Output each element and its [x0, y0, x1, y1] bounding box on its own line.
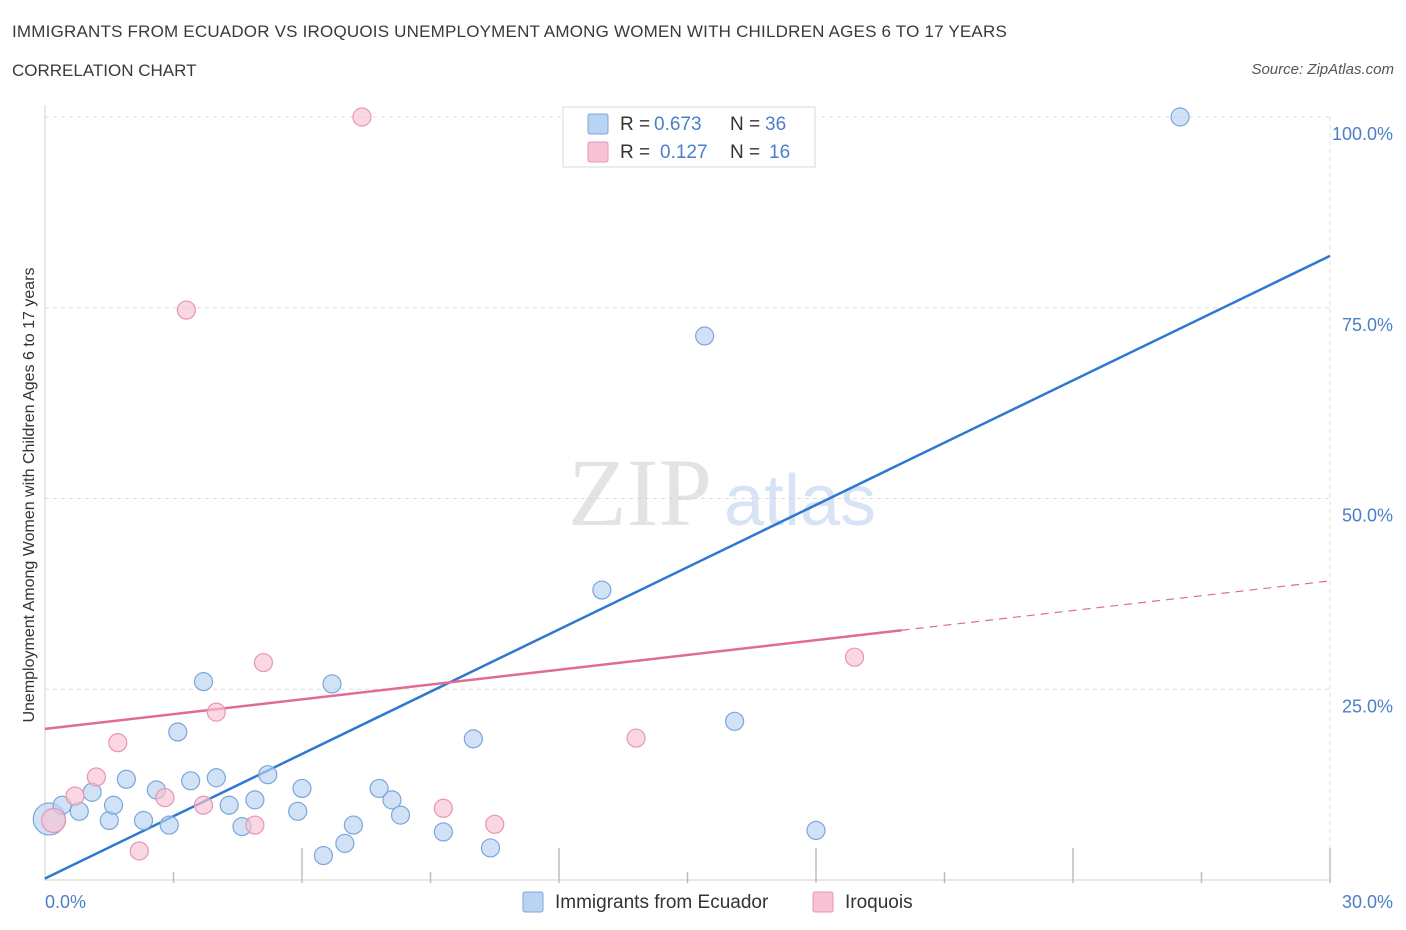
ecuador-point — [369, 778, 389, 799]
trend-line-dashed-1 — [901, 580, 1331, 631]
iroquois-point — [86, 767, 107, 787]
iroquois-point — [253, 652, 274, 673]
ecuador-point — [245, 790, 265, 810]
iroquois-point — [433, 798, 453, 818]
ecuador-point — [219, 795, 239, 815]
ecuador-point — [1170, 107, 1190, 127]
ecuador-point — [322, 674, 342, 694]
trend-line-solid-1 — [44, 629, 902, 731]
legend-r-value-ecuador: 0.673 — [654, 114, 702, 135]
legend-swatch-ecuador — [587, 113, 609, 135]
ecuador-point — [181, 771, 201, 791]
iroquois-point — [626, 728, 646, 748]
trend-line-0 — [44, 254, 1331, 880]
ecuador-point — [382, 790, 402, 810]
legend-n-label-ecuador: N = — [730, 114, 760, 135]
ecuador-point — [258, 765, 278, 785]
ecuador-point — [592, 580, 612, 600]
iroquois-point — [844, 647, 865, 667]
y-tick-label: 25.0% — [1342, 696, 1393, 716]
ecuador-point — [313, 845, 334, 866]
axes: 25.0% 50.0% 75.0% 100.0% 0.0% 30.0% — [44, 105, 1393, 912]
iroquois-point — [155, 787, 175, 808]
chart-subtitle: CORRELATION CHART — [12, 61, 197, 80]
chart-title: IMMIGRANTS FROM ECUADOR VS IROQUOIS UNEM… — [12, 22, 1007, 41]
iroquois-point — [193, 795, 214, 815]
y-tick-label: 75.0% — [1342, 315, 1393, 335]
ecuador-point — [103, 795, 124, 815]
iroquois-point — [129, 841, 149, 861]
trend-lines — [44, 254, 1331, 880]
ecuador-point — [463, 729, 483, 749]
ecuador-point — [806, 820, 826, 841]
ecuador-point — [343, 815, 363, 835]
series-legend-swatch-iroquois — [812, 891, 834, 913]
ecuador-point — [159, 815, 179, 835]
legend-swatch-iroquois — [587, 141, 609, 163]
y-tick-label: 50.0% — [1342, 506, 1393, 526]
legend-n-label-iroquois: N = — [730, 142, 760, 163]
ecuador-point — [695, 326, 715, 346]
data-points — [32, 107, 1190, 866]
ecuador-point — [168, 722, 188, 742]
legend-r-label-ecuador: R = — [620, 114, 650, 135]
stats-legend: R = 0.673 N = 36 R = 0.127 N = 16 — [562, 106, 816, 168]
x-tick-label-min: 0.0% — [45, 892, 86, 912]
series-legend-label-ecuador: Immigrants from Ecuador — [555, 892, 769, 913]
ecuador-point — [133, 810, 154, 831]
iroquois-point — [108, 733, 128, 753]
x-tick-label-max: 30.0% — [1342, 892, 1393, 912]
watermark-zip: ZIP — [568, 439, 712, 546]
ecuador-point — [116, 769, 136, 789]
iroquois-point — [485, 814, 505, 834]
watermark: ZIP atlas — [568, 439, 876, 546]
ecuador-point — [193, 672, 214, 692]
ecuador-point — [390, 805, 411, 825]
ecuador-point — [725, 711, 745, 731]
legend-r-value-iroquois: 0.127 — [660, 142, 708, 163]
ecuador-point — [335, 833, 355, 853]
series-legend: Immigrants from Ecuador Iroquois — [522, 891, 913, 913]
iroquois-point — [176, 300, 196, 320]
watermark-atlas: atlas — [724, 461, 876, 541]
legend-n-value-iroquois: 16 — [769, 142, 790, 163]
iroquois-point — [352, 107, 372, 127]
ecuador-point — [288, 801, 308, 821]
iroquois-point — [206, 702, 226, 722]
ecuador-point — [292, 778, 312, 799]
source-label: Source: ZipAtlas.com — [1251, 61, 1394, 78]
legend-n-value-ecuador: 36 — [765, 114, 786, 135]
iroquois-point — [40, 807, 67, 834]
iroquois-point — [245, 815, 265, 835]
ecuador-point — [480, 838, 501, 858]
y-tick-label: 100.0% — [1332, 124, 1393, 144]
legend-r-label-iroquois: R = — [620, 142, 650, 163]
series-legend-swatch-ecuador — [522, 891, 544, 913]
iroquois-point — [65, 786, 85, 806]
ecuador-point — [206, 768, 226, 788]
series-legend-label-iroquois: Iroquois — [845, 892, 913, 913]
ecuador-point — [433, 822, 453, 842]
